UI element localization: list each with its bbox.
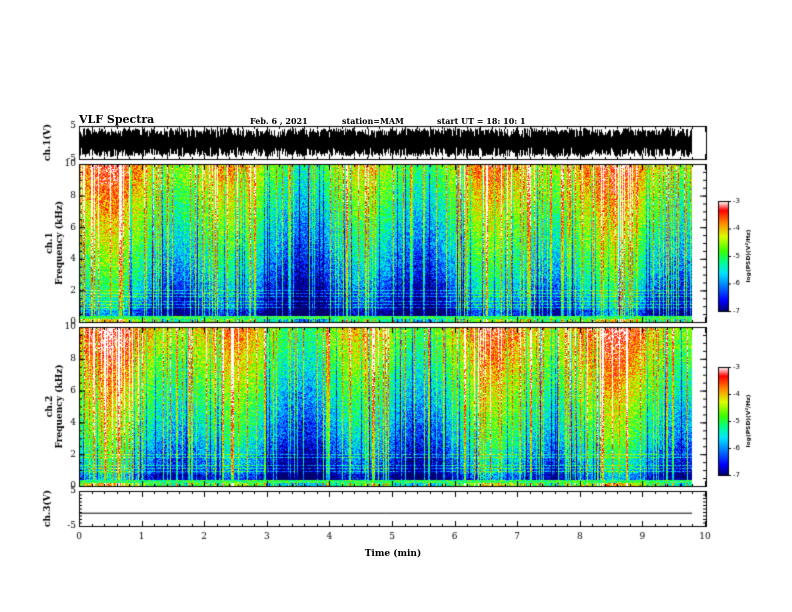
station-label: station=MAM [342,116,404,126]
start-time-label: start UT = 18: 10: 1 [437,116,526,126]
x-axis-title: Time (min) [364,549,422,559]
date-label: Feb. 6 , 2021 [250,116,308,126]
figure-title: VLF Spectra [79,113,155,126]
